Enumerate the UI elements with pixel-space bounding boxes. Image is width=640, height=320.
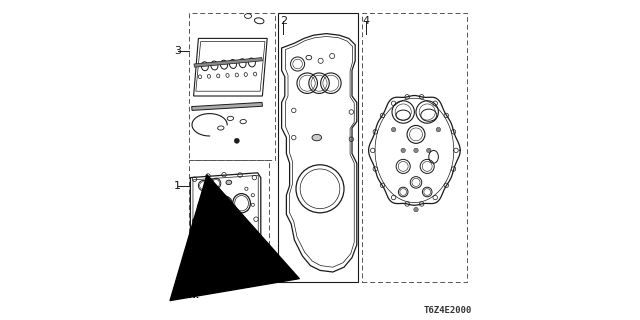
Circle shape <box>234 138 239 143</box>
Text: 2: 2 <box>280 16 287 26</box>
Text: 3: 3 <box>174 46 181 56</box>
Text: T6Z4E2000: T6Z4E2000 <box>424 306 472 315</box>
Polygon shape <box>194 58 262 67</box>
Circle shape <box>426 148 431 153</box>
Text: 4: 4 <box>363 16 370 26</box>
Circle shape <box>237 276 243 281</box>
Circle shape <box>392 127 396 132</box>
Polygon shape <box>192 102 262 110</box>
Circle shape <box>414 207 419 212</box>
Text: FR.: FR. <box>184 291 200 300</box>
Text: 1: 1 <box>174 180 181 191</box>
Circle shape <box>414 148 419 153</box>
Circle shape <box>436 127 440 132</box>
Circle shape <box>401 148 406 153</box>
Ellipse shape <box>226 180 232 185</box>
Ellipse shape <box>312 134 322 141</box>
